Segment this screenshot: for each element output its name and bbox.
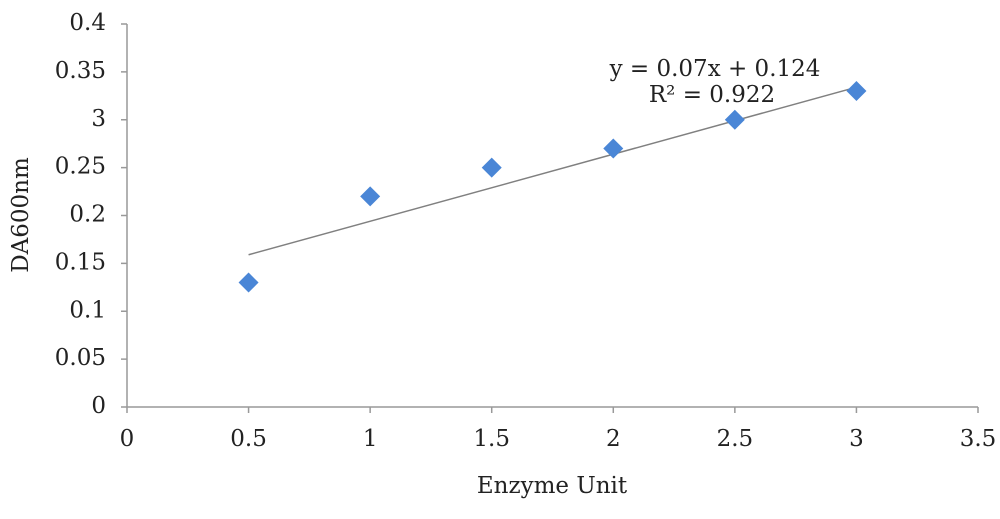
x-tick-label: 3.5 xyxy=(960,426,997,452)
y-tick-label: 0.05 xyxy=(55,345,106,371)
y-tick-label: 0.35 xyxy=(55,58,106,84)
y-tick-label: 0 xyxy=(91,393,106,419)
x-tick-label: 2.5 xyxy=(717,426,754,452)
y-axis-title: DA600nm xyxy=(8,157,34,273)
y-tick-label: 0.2 xyxy=(69,202,106,228)
x-tick-label: 1 xyxy=(363,426,378,452)
r-squared-label: R² = 0.922 xyxy=(649,82,775,108)
equation-label: y = 0.07x + 0.124 xyxy=(609,56,821,82)
data-point xyxy=(603,138,624,159)
data-point xyxy=(360,186,381,207)
y-tick-label: 0.1 xyxy=(69,297,106,323)
x-tick-label: 1.5 xyxy=(473,426,510,452)
x-tick-label: 0.5 xyxy=(230,426,267,452)
x-tick-label: 2 xyxy=(606,426,621,452)
y-tick-label: 3 xyxy=(91,106,106,132)
y-tick-label: 0.25 xyxy=(55,154,106,180)
y-tick-label: 0.15 xyxy=(55,249,106,275)
y-tick-label: 0.4 xyxy=(69,10,106,36)
data-point xyxy=(481,157,502,178)
data-point xyxy=(846,81,867,102)
x-tick-label: 3 xyxy=(849,426,864,452)
trendline xyxy=(248,86,857,256)
data-point xyxy=(724,109,745,130)
data-point xyxy=(238,272,259,293)
x-tick-label: 0 xyxy=(120,426,135,452)
x-axis-title: Enzyme Unit xyxy=(477,473,628,499)
